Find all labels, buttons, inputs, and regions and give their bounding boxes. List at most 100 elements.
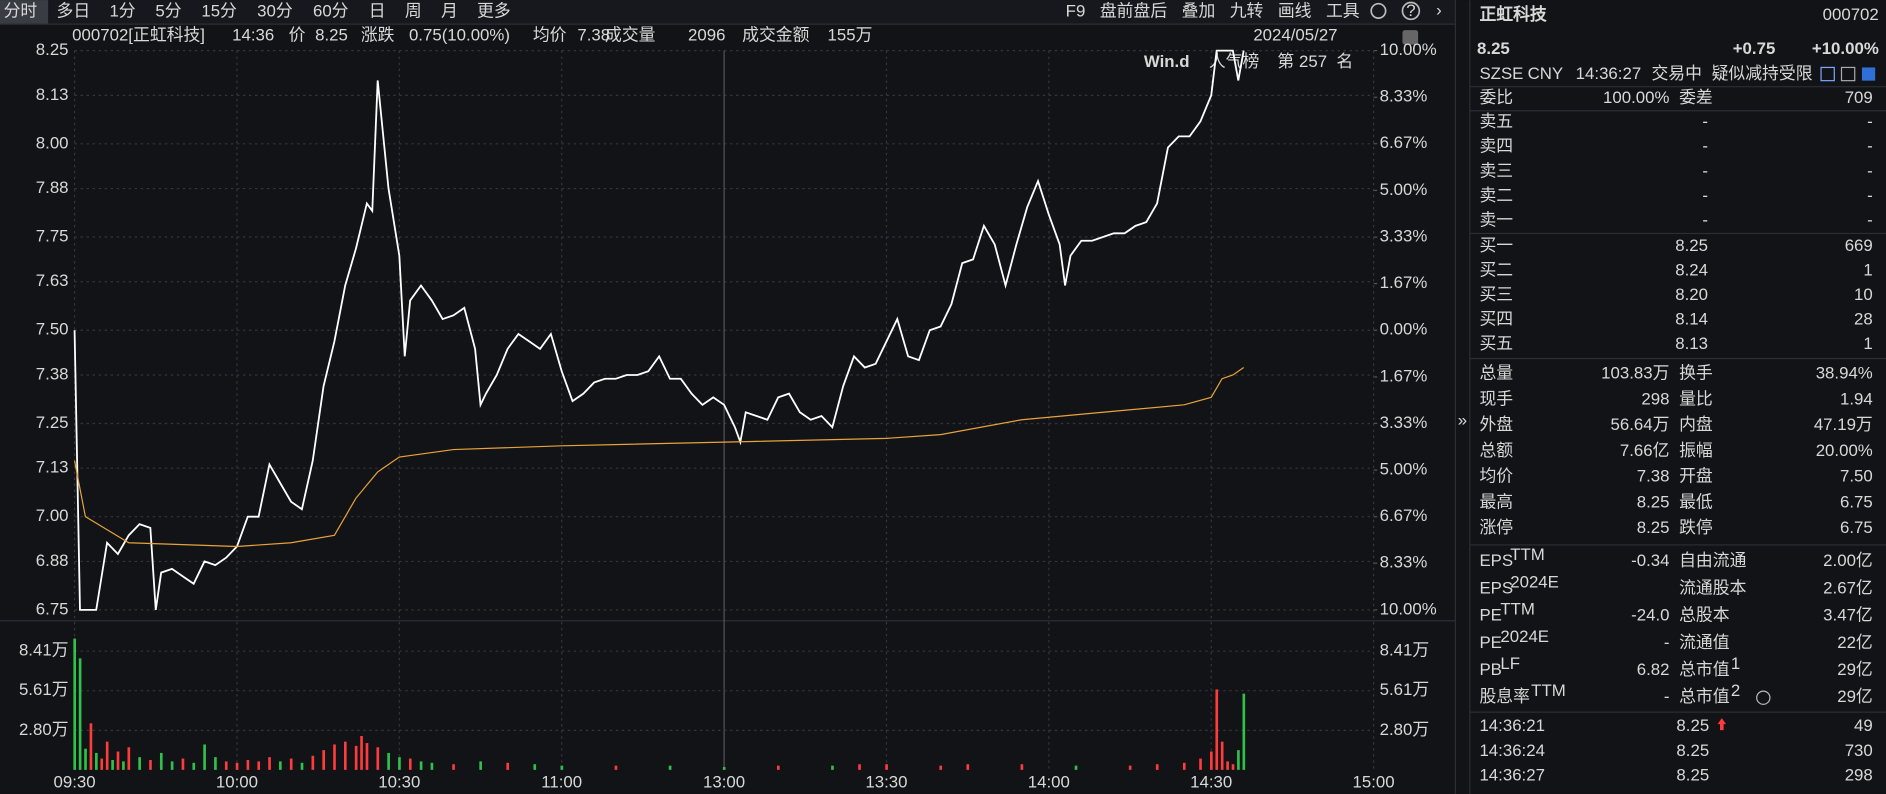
volume-bar — [533, 764, 537, 770]
period-tab[interactable]: 周 — [405, 2, 422, 21]
volume-bar — [116, 751, 120, 770]
stat-label: 内盘 — [1679, 415, 1713, 434]
volume-bar — [614, 765, 618, 770]
fund-label: 总市值 — [1679, 687, 1730, 706]
add-icon[interactable] — [1861, 67, 1876, 81]
volume-bar — [289, 758, 293, 770]
header-security: 000702[正虹科技] — [72, 26, 205, 45]
y-tick-label: 7.38 — [36, 364, 69, 383]
fund-value: - — [1664, 633, 1670, 652]
stat-value: 56.64万 — [1611, 415, 1670, 434]
window-icon[interactable] — [1840, 66, 1856, 82]
trade-price: 8.25 — [1676, 766, 1709, 785]
x-tick-label: 10:00 — [216, 773, 258, 792]
fund-sup: 2 — [1731, 681, 1740, 700]
volume-bar — [722, 767, 726, 770]
stat-label: 量比 — [1679, 389, 1713, 408]
toolbar-bg — [0, 0, 1456, 25]
fund-label: 股息率 — [1479, 687, 1529, 706]
book-price: - — [1702, 210, 1708, 229]
status-icons — [1820, 66, 1876, 82]
stat-value: 38.94% — [1816, 364, 1873, 383]
book-volume: 669 — [1845, 236, 1873, 255]
edit-icon[interactable] — [1820, 66, 1835, 82]
y-tick-label: 7.75 — [36, 226, 69, 245]
y-tick-label: 7.00 — [36, 506, 69, 525]
stat-value: 6.75 — [1840, 518, 1873, 537]
volume-tick-label: 5.61万 — [19, 680, 69, 699]
tool-button[interactable]: 盘前盘后 — [1100, 2, 1167, 21]
header-amount-label: 成交金额 — [742, 26, 809, 45]
stat-label: 外盘 — [1479, 415, 1513, 434]
y-tick-label: 7.88 — [36, 178, 69, 197]
more-arrow[interactable]: › — [1436, 0, 1442, 19]
collapse-arrow[interactable]: » — [1458, 411, 1467, 430]
volume-bar — [111, 759, 114, 770]
tool-button[interactable]: 画线 — [1278, 2, 1312, 21]
book-level: 买四 — [1479, 310, 1513, 329]
help-icon[interactable] — [1401, 1, 1421, 21]
period-tab[interactable]: 15分 — [201, 2, 237, 21]
volume-bar — [170, 761, 174, 770]
period-tab[interactable]: 1分 — [109, 2, 135, 21]
book-volume: 28 — [1854, 310, 1873, 329]
volume-tick-label: 8.41万 — [19, 641, 69, 660]
tool-button[interactable]: 九转 — [1230, 2, 1264, 21]
stat-label: 总量 — [1479, 364, 1513, 383]
book-level: 卖一 — [1479, 210, 1513, 229]
header-change-label: 涨跌 — [361, 26, 395, 45]
header-volume-label: 成交量 — [605, 26, 656, 45]
info-icon[interactable] — [1756, 690, 1771, 705]
period-tab[interactable]: 月 — [441, 2, 458, 21]
period-tab[interactable]: 5分 — [155, 2, 181, 21]
volume-bar — [203, 744, 206, 770]
y2-tick-label: 3.33% — [1380, 227, 1428, 246]
volume-bar — [668, 765, 672, 770]
y2-tick-label: 0.00% — [1380, 320, 1428, 339]
period-tab[interactable]: 多日 — [57, 2, 91, 21]
volume-bar — [84, 748, 87, 770]
fund-label: 总股本 — [1679, 606, 1730, 625]
stat-value: 6.75 — [1840, 492, 1873, 511]
fund-sup: 2024E — [1510, 572, 1559, 591]
volume-bar — [1074, 765, 1078, 770]
period-tab[interactable]: 60分 — [313, 2, 349, 21]
price-change-pct: +10.00% — [1812, 39, 1879, 58]
tool-button[interactable]: 叠加 — [1182, 2, 1216, 21]
fund-label: 流通股本 — [1679, 578, 1746, 597]
stat-value: 8.25 — [1637, 518, 1670, 537]
stat-value: 7.50 — [1840, 467, 1873, 486]
tool-button[interactable]: 工具 — [1326, 2, 1360, 21]
period-tab[interactable]: 分时 — [4, 2, 38, 21]
volume-bar — [365, 743, 369, 770]
fund-value: 29亿 — [1837, 660, 1873, 679]
stat-label: 最高 — [1479, 492, 1513, 511]
book-price: - — [1702, 137, 1708, 156]
period-tab[interactable]: 更多 — [477, 2, 511, 21]
fund-sup: TTM — [1510, 545, 1545, 564]
book-level: 卖四 — [1479, 137, 1513, 156]
book-volume: 1 — [1863, 334, 1872, 353]
fund-sup: 1 — [1731, 654, 1740, 673]
period-tab[interactable]: 30分 — [257, 2, 293, 21]
series-line — [73, 367, 1245, 548]
volume-bar — [100, 758, 104, 770]
book-volume: - — [1867, 137, 1873, 156]
fund-value: 3.47亿 — [1823, 606, 1873, 625]
stat-value: 7.38 — [1637, 467, 1670, 486]
fund-label: PB — [1479, 660, 1501, 679]
book-price: 8.14 — [1675, 310, 1708, 329]
header-price: 8.25 — [315, 26, 348, 45]
period-tab[interactable]: 日 — [369, 2, 386, 21]
x-tick-label: 15:00 — [1353, 773, 1395, 792]
book-volume: - — [1867, 210, 1873, 229]
y2-tick-label: 6.67% — [1380, 506, 1428, 525]
tool-button[interactable]: F9 — [1066, 2, 1086, 21]
y-tick-label: 8.13 — [36, 85, 69, 104]
volume-bar — [138, 757, 141, 770]
settings-icon[interactable] — [1370, 2, 1387, 19]
y2-tick-label: 8.33% — [1380, 87, 1428, 106]
volume-bar — [777, 765, 780, 770]
y-tick-label: 8.00 — [36, 133, 69, 152]
